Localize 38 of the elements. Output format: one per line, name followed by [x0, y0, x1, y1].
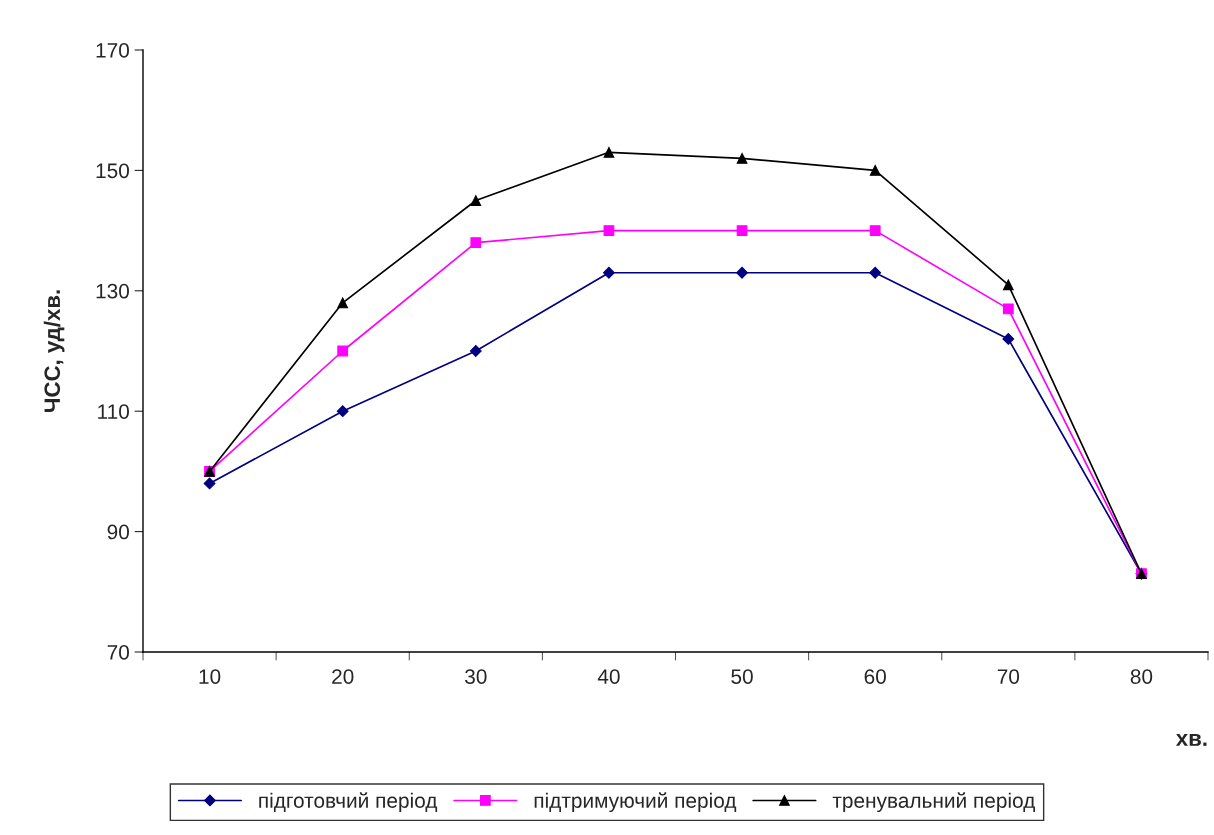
legend-label: підготовчий період	[259, 792, 438, 813]
y-tick-label: 150	[96, 163, 129, 179]
y-tick-label: 130	[96, 283, 129, 299]
point	[603, 225, 615, 236]
point	[1002, 279, 1014, 291]
y-tick-label: 110	[98, 404, 129, 419]
x-tick-label: 40	[597, 669, 620, 684]
point	[469, 345, 482, 357]
y-tick-label: 90	[107, 524, 129, 540]
point	[1002, 303, 1014, 315]
point	[1002, 333, 1015, 345]
point	[336, 405, 349, 418]
point	[736, 225, 748, 236]
y-tick-label: 70	[107, 645, 129, 660]
x-tick-label: 10	[199, 669, 221, 684]
x-tick-label: 30	[465, 669, 487, 684]
point	[603, 146, 615, 158]
x-tick-label: 50	[731, 669, 753, 684]
x-tick-label: 80	[1130, 669, 1153, 684]
y-axis-title: ЧСС, уд/хв.	[43, 290, 65, 412]
point	[603, 266, 615, 279]
point	[337, 345, 349, 357]
point	[470, 237, 482, 249]
x-tick-label: 70	[997, 669, 1020, 684]
point	[337, 297, 349, 309]
point	[736, 152, 748, 164]
point	[470, 195, 482, 206]
point	[203, 477, 216, 490]
point	[869, 225, 881, 236]
legend-label: тренувальний період	[832, 792, 1035, 813]
x-axis-title: хв.	[1175, 734, 1207, 746]
x-tick-label: 60	[864, 669, 886, 684]
legend-label: підтримуючий період	[534, 792, 737, 813]
point	[869, 165, 881, 176]
point	[736, 266, 748, 279]
x-tick-label: 20	[332, 669, 354, 684]
point	[869, 266, 882, 279]
y-tick-label: 170	[96, 43, 129, 58]
